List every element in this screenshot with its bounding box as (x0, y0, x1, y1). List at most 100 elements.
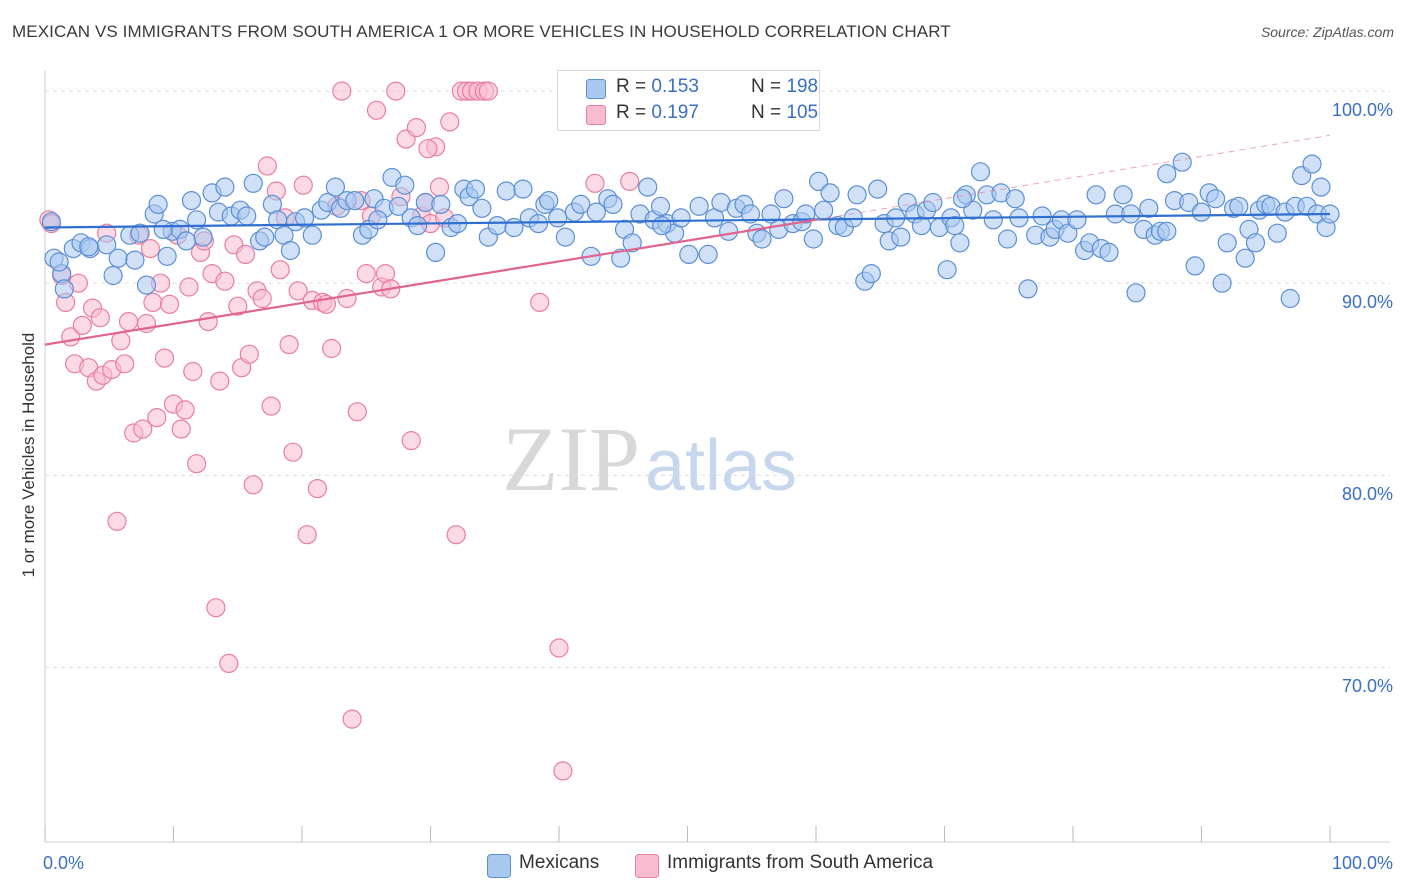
immigrants-point (171, 419, 191, 439)
mexicans-point (1191, 202, 1212, 222)
watermark: ZIP atlas (502, 408, 797, 510)
immigrants-swatch (586, 105, 606, 125)
immigrants-point (160, 294, 180, 314)
mexicans-point (679, 244, 699, 264)
mexicans-trend-line (44, 212, 1331, 229)
mexicans-point (426, 242, 446, 262)
immigrants-point (585, 173, 605, 193)
mexicans-point (1235, 248, 1255, 268)
y-tick-label: 80.0% (1342, 484, 1393, 504)
mexicans-point (571, 194, 591, 214)
axis-labels: 100.0% 90.0% 80.0% 70.0% 0.0% 100.0% (43, 100, 1393, 873)
mexicans-point (465, 179, 486, 199)
mexicans-point (945, 216, 965, 236)
mexicans-point (325, 177, 345, 197)
immigrants-point (356, 264, 376, 284)
immigrants-points (39, 81, 640, 781)
mexicans-point (638, 177, 658, 197)
mexicans-point (698, 244, 718, 264)
mexicans-point (539, 191, 559, 211)
mexicans-point (689, 196, 709, 216)
mexicans-point (496, 181, 516, 201)
mexicans-point (108, 248, 128, 268)
mexicans-point (603, 194, 623, 214)
mexicans-point (891, 227, 911, 247)
mexicans-point (1311, 177, 1331, 197)
mexicans-point (650, 196, 671, 216)
immigrants-legend-label: Immigrants from South America (667, 852, 934, 873)
mexicans-point (1005, 189, 1025, 209)
mexicans-points (41, 152, 1340, 309)
mexicans-point (345, 191, 365, 211)
mexicans-point (652, 216, 672, 236)
immigrants-point (140, 239, 160, 259)
mexicans-swatch (586, 79, 606, 99)
mexicans-point (983, 210, 1003, 230)
immigrants-point (118, 312, 139, 332)
x-tick-label: 100.0% (1332, 853, 1393, 873)
r-label: R = (616, 76, 647, 97)
immigrants-point (215, 271, 235, 291)
watermark-atlas: atlas (645, 426, 797, 506)
immigrants-point (553, 761, 573, 781)
trend-lines (44, 134, 1331, 346)
mexicans-point (431, 194, 451, 214)
mexicans-point (555, 227, 576, 247)
immigrants-point (107, 511, 127, 531)
mexicans-point (1217, 233, 1237, 253)
mexicans-point (1067, 210, 1087, 230)
immigrants-point (332, 81, 352, 101)
mexicans-point (1157, 221, 1177, 241)
mexicans-point (1245, 233, 1266, 253)
immigrants-point (418, 139, 438, 159)
mexicans-point (1212, 273, 1232, 293)
mexicans-point (504, 217, 524, 238)
mexicans-point (187, 210, 207, 230)
mexicans-point (487, 216, 507, 236)
immigrants-point (406, 117, 426, 138)
immigrants-n-value: 105 (786, 102, 819, 123)
mexicans-point (1280, 288, 1300, 309)
immigrants-trend-extension (815, 134, 1331, 221)
mexicans-legend-label: Mexicans (519, 852, 600, 873)
mexicans-n-value: 198 (786, 76, 819, 97)
mexicans-point (761, 204, 781, 224)
immigrants-point (198, 312, 218, 332)
mexicans-point (1086, 185, 1106, 205)
mexicans-point (215, 177, 235, 197)
immigrants-point (183, 361, 203, 382)
mexicans-point (408, 216, 428, 236)
immigrants-point (228, 296, 248, 316)
immigrants-point (257, 156, 277, 176)
immigrants-point (440, 112, 460, 132)
mexicans-point (952, 189, 973, 209)
immigrants-point (252, 288, 272, 309)
mexicans-point (153, 219, 173, 239)
mexicans-point (1179, 192, 1199, 213)
immigrants-point (210, 371, 230, 391)
mexicans-point (803, 229, 824, 249)
immigrants-point (620, 171, 640, 191)
mexicans-point (1126, 283, 1146, 303)
mexicans-point (148, 194, 168, 214)
mexicans-point (1113, 185, 1133, 205)
mexicans-point (1058, 223, 1078, 243)
y-tick-label: 90.0% (1342, 292, 1393, 312)
y-tick-label: 100.0% (1332, 100, 1393, 120)
immigrants-point (386, 81, 406, 101)
mexicans-legend-swatch (487, 854, 511, 878)
chart-title: MEXICAN VS IMMIGRANTS FROM SOUTH AMERICA… (12, 22, 951, 41)
mexicans-point (622, 233, 642, 253)
immigrants-point (239, 344, 259, 364)
mexicans-point (548, 208, 568, 228)
mexicans-point (395, 175, 415, 195)
mexicans-point (472, 198, 492, 218)
mexicans-point (79, 237, 99, 257)
mexicans-point (41, 212, 62, 232)
mexicans-point (103, 265, 123, 286)
mexicans-point (1205, 189, 1226, 209)
immigrants-r-value: 0.197 (651, 102, 699, 123)
mexicans-point (808, 171, 829, 191)
immigrants-trend-line (44, 218, 817, 346)
immigrants-point (347, 402, 367, 422)
